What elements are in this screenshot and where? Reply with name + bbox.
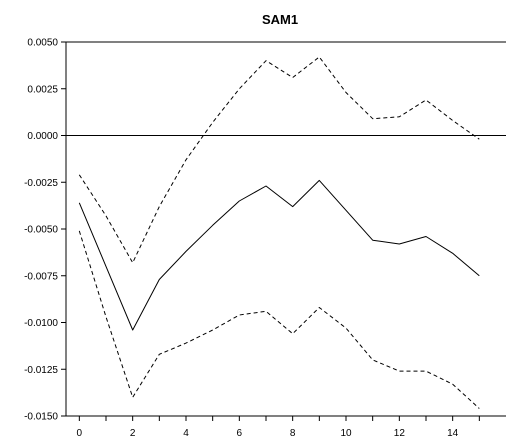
x-tick-label: 2 <box>130 428 136 439</box>
x-tick-label: 12 <box>394 428 406 439</box>
impulse-response-line <box>78 179 480 331</box>
x-tick-label: 6 <box>237 428 243 439</box>
series-group <box>78 56 480 409</box>
x-tick-label: 4 <box>183 428 189 439</box>
y-tick-label: -0.0075 <box>24 271 58 282</box>
y-tick-label: 0.0025 <box>27 84 58 95</box>
x-tick-label: 14 <box>447 428 459 439</box>
y-tick-label: 0.0050 <box>27 38 58 49</box>
y-tick-label: 0.0000 <box>27 131 58 142</box>
y-tick-label: -0.0050 <box>24 225 58 236</box>
y-tick-label: -0.0025 <box>24 178 58 189</box>
chart-title: SAM1 <box>262 12 298 27</box>
x-tick-label: 0 <box>77 428 83 439</box>
y-tick-label: -0.0125 <box>24 365 58 376</box>
y-tick-label: -0.0100 <box>24 318 58 329</box>
confidence-band-line-2 <box>78 230 480 409</box>
x-tick-label: 10 <box>340 428 352 439</box>
x-tick-label: 8 <box>290 428 296 439</box>
confidence-band-line-1 <box>78 56 480 264</box>
y-tick-label: -0.0150 <box>24 412 58 423</box>
axes: 0.0050 0.0025 0.0000 -0.0025 -0.0050 -0.0075 -… <box>24 38 506 439</box>
